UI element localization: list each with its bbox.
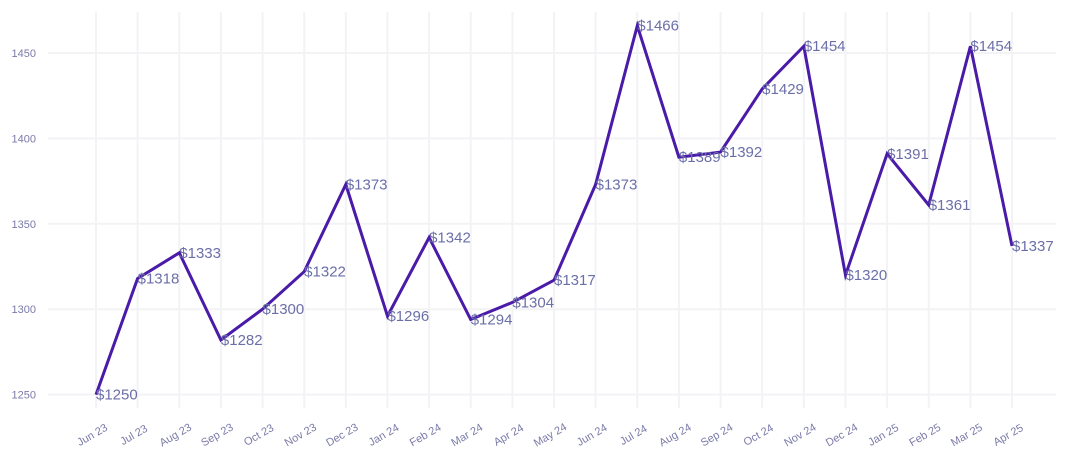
chart-grid: [48, 12, 1056, 408]
x-tick-label: Oct 23: [242, 422, 276, 449]
x-tick-label: Jan 24: [367, 422, 402, 449]
y-tick-label: 1350: [12, 219, 36, 231]
x-tick-label: Jun 23: [75, 422, 110, 449]
y-tick-label: 1250: [12, 390, 36, 402]
x-tick-label: Dec 23: [324, 421, 360, 449]
data-label: $1322: [304, 264, 346, 281]
data-label: $1337: [1012, 238, 1054, 255]
x-tick-label: Apr 25: [991, 422, 1025, 449]
data-label: $1250: [96, 387, 138, 404]
x-tick-label: May 24: [532, 421, 569, 449]
x-tick-label: Sep 23: [199, 421, 235, 449]
x-axis: Jun 23 Jul 23 Aug 23 Sep 23 Oct 23 Nov 23 Dec …: [75, 421, 1025, 449]
x-tick-label: Feb 25: [907, 422, 943, 450]
data-label: $1320: [845, 267, 887, 284]
data-label: $1392: [721, 144, 763, 161]
data-label: $1361: [929, 197, 971, 214]
data-label: $1454: [970, 38, 1012, 55]
data-label: $1391: [887, 146, 929, 163]
data-label: $1429: [762, 81, 804, 98]
x-tick-label: Aug 23: [158, 421, 194, 449]
data-label: $1300: [263, 301, 305, 318]
data-label: $1389: [679, 149, 721, 166]
x-tick-label: Aug 24: [657, 421, 693, 449]
data-labels: $1250 $1318 $1333 $1282$1300 $1322 $1373 $1296…: [96, 18, 1054, 404]
series-line: [94, 20, 1014, 396]
x-tick-label: Oct 24: [742, 422, 776, 449]
data-label: $1373: [596, 177, 638, 194]
x-tick-label: Apr 24: [492, 422, 526, 449]
data-label: $1294: [471, 311, 513, 328]
data-label: $1296: [387, 308, 429, 325]
x-tick-label: Mar 25: [949, 422, 985, 450]
y-tick-label: 1450: [12, 48, 36, 60]
data-label: $1466: [637, 18, 679, 35]
data-label: $1282: [221, 332, 263, 349]
y-tick-label: 1300: [12, 304, 36, 316]
y-axis: 1250 1300 1350 1400 1450: [12, 48, 36, 402]
x-tick-label: Nov 23: [283, 421, 319, 449]
data-label: $1373: [346, 177, 388, 194]
y-tick-label: 1400: [12, 133, 36, 145]
x-tick-label: Jun 24: [575, 422, 610, 449]
plot-area: [94, 20, 1014, 396]
x-tick-label: Nov 24: [782, 421, 818, 449]
x-tick-label: Jul 23: [118, 423, 149, 448]
data-label: $1304: [512, 294, 554, 311]
x-tick-label: Mar 24: [449, 422, 485, 450]
x-tick-label: Sep 24: [699, 421, 735, 449]
data-label: $1317: [554, 272, 596, 289]
x-tick-label: Jul 24: [618, 423, 649, 448]
x-tick-label: Feb 24: [408, 422, 444, 450]
data-label: $1318: [138, 270, 180, 287]
x-tick-label: Dec 24: [824, 421, 860, 449]
data-label: $1333: [179, 245, 221, 262]
x-tick-label: Jan 25: [866, 422, 901, 449]
data-label: $1454: [804, 38, 846, 55]
data-label: $1342: [429, 229, 471, 246]
